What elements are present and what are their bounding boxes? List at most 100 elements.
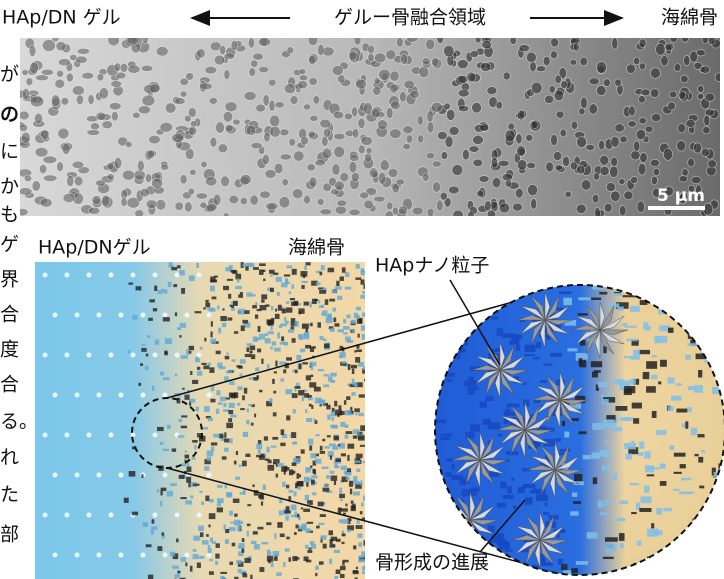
bone-speck	[301, 285, 304, 289]
pore	[412, 207, 423, 215]
bone-speck	[228, 294, 231, 299]
bone-speck	[267, 364, 270, 369]
bone-speck	[598, 382, 607, 387]
bone-speck	[675, 558, 686, 562]
bone-speck	[193, 554, 199, 559]
pore	[374, 196, 386, 202]
bone-speck	[260, 305, 267, 310]
scale-bar-label: 5 µm	[657, 186, 705, 206]
bone-speck	[229, 393, 235, 398]
bone-speck	[178, 419, 182, 422]
bone-speck	[259, 567, 264, 572]
pore	[231, 40, 238, 50]
bone-speck	[181, 288, 185, 294]
pore	[453, 210, 464, 218]
gel-dot	[153, 353, 158, 358]
bone-speck	[360, 480, 362, 486]
bone-speck	[209, 499, 213, 503]
bone-speck	[369, 439, 376, 442]
bone-speck	[266, 447, 269, 453]
bone-speck	[188, 351, 191, 354]
bone-speck	[229, 438, 232, 443]
bone-speck	[347, 455, 349, 461]
bone-speck	[631, 512, 637, 514]
bone-speck	[644, 451, 650, 459]
pore	[279, 129, 289, 136]
bone-speck	[146, 354, 149, 357]
pore	[111, 111, 118, 121]
bone-speck	[345, 287, 351, 290]
bone-speck	[624, 389, 632, 396]
gel-dot	[87, 513, 92, 518]
gel-dot	[207, 553, 212, 558]
bone-speck	[189, 275, 195, 280]
bone-speck	[682, 423, 685, 427]
bone-speck	[301, 449, 305, 453]
pore	[66, 73, 73, 82]
bone-speck	[276, 474, 278, 478]
bone-speck	[259, 390, 262, 393]
bone-speck	[311, 405, 313, 409]
pore	[462, 149, 469, 160]
bone-speck	[207, 450, 213, 456]
bone-speck	[229, 527, 236, 531]
bone-speck	[480, 401, 487, 407]
bone-speck	[237, 521, 243, 524]
bone-speck	[208, 418, 213, 422]
bone-speck	[323, 384, 329, 387]
pore	[320, 119, 331, 128]
bone-speck	[190, 495, 193, 498]
bone-speck	[660, 464, 666, 469]
pore	[681, 34, 688, 42]
pore	[175, 98, 185, 105]
bone-speck	[251, 541, 256, 544]
pore	[386, 107, 393, 118]
pore	[650, 159, 659, 166]
gel-dot	[43, 433, 48, 438]
gel-dot	[119, 393, 124, 398]
bone-speck	[329, 299, 335, 302]
bone-speck	[304, 556, 309, 560]
bone-speck	[289, 470, 293, 476]
pore	[586, 144, 595, 150]
bone-speck	[712, 387, 724, 394]
pore	[349, 51, 357, 61]
pore	[264, 132, 270, 141]
bone-speck	[333, 318, 336, 323]
bone-speck	[340, 498, 343, 501]
bone-speck	[341, 466, 347, 470]
bone-speck	[468, 377, 474, 382]
pore	[611, 157, 618, 166]
pore	[280, 154, 291, 160]
bone-speck	[185, 455, 190, 459]
bone-speck	[337, 296, 342, 300]
bone-speck	[343, 326, 350, 330]
bone-speck	[157, 546, 162, 551]
bone-speck	[302, 281, 308, 283]
bone-speck	[295, 557, 300, 559]
pore	[390, 71, 399, 81]
bone-speck	[339, 519, 343, 522]
pore	[650, 68, 660, 79]
bone-speck	[611, 427, 623, 431]
pore	[358, 118, 365, 128]
bone-speck	[321, 535, 327, 539]
bone-speck	[362, 291, 365, 294]
bone-speck	[368, 476, 373, 479]
bone-speck	[335, 286, 342, 289]
bone-speck	[195, 359, 200, 362]
pore	[349, 209, 361, 216]
bone-speck	[315, 459, 322, 464]
bone-speck	[358, 559, 365, 563]
bone-speck	[146, 544, 152, 547]
bone-speck	[244, 388, 247, 394]
bone-speck	[516, 345, 520, 351]
bone-speck	[246, 292, 252, 296]
bone-speck	[279, 361, 285, 364]
bone-speck	[361, 279, 365, 284]
pore	[301, 136, 309, 145]
bone-speck	[225, 484, 227, 488]
bone-speck	[247, 504, 251, 506]
margin-char: る。	[0, 411, 38, 433]
bone-speck	[511, 478, 514, 481]
